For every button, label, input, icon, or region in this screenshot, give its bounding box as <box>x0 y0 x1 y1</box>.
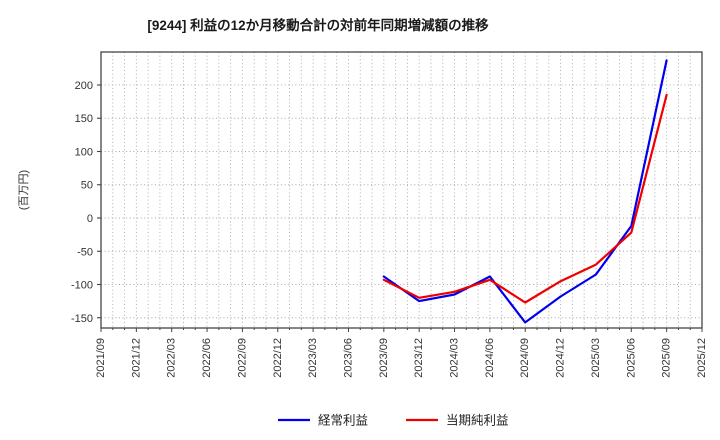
x-tick-label: 2022/09 <box>236 338 248 378</box>
x-tick-label: 2025/09 <box>661 338 673 378</box>
x-tick-label: 2023/03 <box>307 338 319 378</box>
x-tick-label: 2025/12 <box>696 338 708 378</box>
x-tick-label: 2024/12 <box>555 338 567 378</box>
y-tick-label: -150 <box>71 313 93 325</box>
y-tick-label: 150 <box>75 113 93 125</box>
x-tick-label: 2022/12 <box>272 338 284 378</box>
y-tick-label: -50 <box>77 246 93 258</box>
x-tick-label: 2021/09 <box>95 338 107 378</box>
x-tick-label: 2023/12 <box>413 338 425 378</box>
series-line-touki-junrieki <box>382 93 668 304</box>
plot-area: 200 150 100 50 0 -50 -100 -150 2021/09 2021/12 202… <box>71 51 708 378</box>
x-tick-label: 2021/12 <box>130 338 142 378</box>
x-tick-label: 2024/06 <box>484 338 496 378</box>
x-tick-label: 2022/03 <box>166 338 178 378</box>
chart-title: [9244] 利益の12か月移動合計の対前年同期増減額の推移 <box>147 17 489 33</box>
y-tick-label: -100 <box>71 280 93 292</box>
y-tick-label: 100 <box>75 146 93 158</box>
x-tick-label: 2024/09 <box>519 338 531 378</box>
y-axis-unit-label: (百万円) <box>18 170 30 210</box>
y-tick-label: 200 <box>75 80 93 92</box>
x-tick-label: 2022/06 <box>201 338 213 378</box>
x-tick-label: 2025/06 <box>625 338 637 378</box>
axes-frame <box>100 51 703 329</box>
legend-label: 当期純利益 <box>446 414 509 428</box>
x-tick-label: 2023/06 <box>342 338 354 378</box>
legend: 経常利益 当期純利益 <box>278 414 509 428</box>
x-tick-label: 2024/03 <box>449 338 461 378</box>
x-tick-label: 2023/09 <box>378 338 390 378</box>
y-tick-label: 50 <box>81 180 93 192</box>
y-tick-label: 0 <box>87 213 93 225</box>
x-tick-label: 2025/03 <box>590 338 602 378</box>
legend-label: 経常利益 <box>318 414 368 428</box>
